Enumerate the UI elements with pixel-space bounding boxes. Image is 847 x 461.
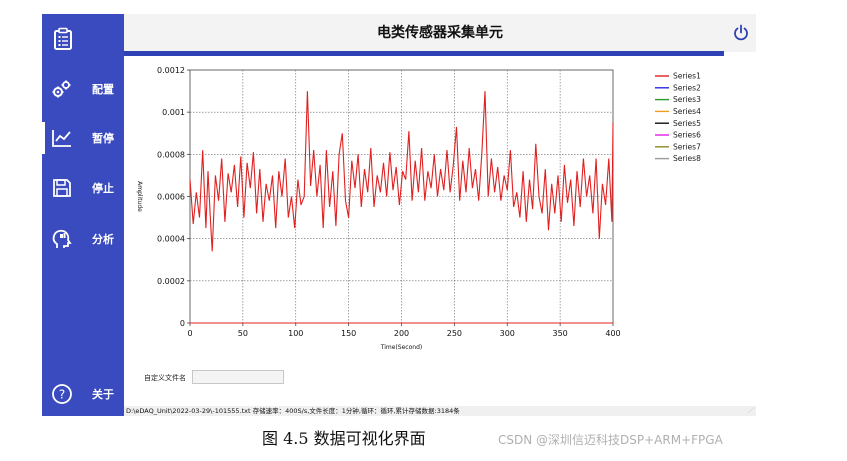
page-title: 电类传感器采集单元: [124, 14, 756, 52]
y-tick-label: 0.0002: [157, 277, 185, 286]
chart-svg: 0 50 100 150 200 250 300 350 400 0 0.0002 0.0004 0.0…: [136, 66, 701, 351]
x-axis-title: Time(Second): [380, 344, 422, 351]
legend-label: Series5: [673, 119, 701, 128]
clipboard-list-icon[interactable]: [48, 24, 78, 54]
figure-caption: 图 4.5 数据可视化界面: [262, 429, 426, 448]
y-tick-label: 0.001: [162, 108, 185, 117]
sidebar-item-label: 关于: [92, 388, 114, 401]
svg-text:?: ?: [59, 388, 65, 402]
legend-label: Series8: [673, 154, 701, 163]
power-icon: [734, 24, 748, 41]
save-icon: [42, 168, 82, 208]
power-button[interactable]: [730, 22, 752, 44]
sidebar-item-stop[interactable]: 停止: [42, 168, 124, 208]
filename-row: 自定义文件名: [124, 370, 756, 388]
legend-label: Series2: [673, 83, 701, 92]
sidebar-item-config[interactable]: 配置: [42, 69, 124, 109]
legend-label: Series7: [673, 142, 701, 151]
y-tick-label: 0.0004: [157, 235, 185, 244]
x-tick-label: 100: [288, 329, 303, 338]
amplitude-chart: 0 50 100 150 200 250 300 350 400 0 0.0002 0.0004 0.0…: [124, 56, 756, 376]
legend-label: Series6: [673, 131, 701, 140]
x-tick-label: 200: [394, 329, 409, 338]
sidebar: 配置 暂停 停止: [42, 14, 124, 416]
sidebar-item-pause[interactable]: 暂停: [42, 118, 124, 158]
sidebar-item-label: 分析: [92, 233, 114, 246]
series1-line: [189, 91, 614, 252]
sidebar-item-label: 暂停: [92, 132, 114, 145]
legend-label: Series3: [673, 95, 701, 104]
y-tick-label: 0.0006: [157, 193, 185, 202]
y-tick-label: 0.0012: [157, 66, 185, 75]
sidebar-item-label: 停止: [92, 182, 114, 195]
header-accent-bar: [124, 51, 724, 56]
line-chart-icon: [42, 118, 82, 158]
legend-label: Series1: [673, 72, 701, 81]
sidebar-item-label: 配置: [92, 83, 114, 96]
sidebar-item-about[interactable]: ? 关于: [42, 374, 124, 414]
help-circle-icon: ?: [42, 374, 82, 414]
resize-grip-icon[interactable]: ⋰: [748, 407, 754, 414]
y-tick-label: 0: [180, 319, 185, 328]
filename-label: 自定义文件名: [144, 374, 186, 382]
x-tick-label: 50: [238, 329, 248, 338]
x-tick-label: 300: [500, 329, 515, 338]
x-tick-label: 0: [187, 329, 192, 338]
x-tick-label: 400: [605, 329, 620, 338]
filename-input[interactable]: [192, 370, 284, 384]
x-tick-label: 250: [447, 329, 462, 338]
y-tick-label: 0.0008: [157, 150, 185, 159]
status-bar: D:\eDAQ_Unit\2022-03-29\-101555.txt 存储速率…: [124, 406, 756, 416]
watermark: CSDN @深圳信迈科技DSP+ARM+FPGA: [498, 433, 723, 447]
y-axis-title: Amplitude: [136, 181, 143, 212]
legend-label: Series4: [673, 107, 701, 116]
sidebar-item-analyze[interactable]: 分析: [42, 219, 124, 259]
x-tick-label: 350: [552, 329, 567, 338]
gears-icon: [42, 69, 82, 109]
x-tick-label: 150: [341, 329, 356, 338]
status-text: D:\eDAQ_Unit\2022-03-29\-101555.txt 存储速率…: [126, 407, 460, 415]
app-window: 配置 暂停 停止: [42, 14, 756, 416]
head-analysis-icon: [42, 219, 82, 259]
